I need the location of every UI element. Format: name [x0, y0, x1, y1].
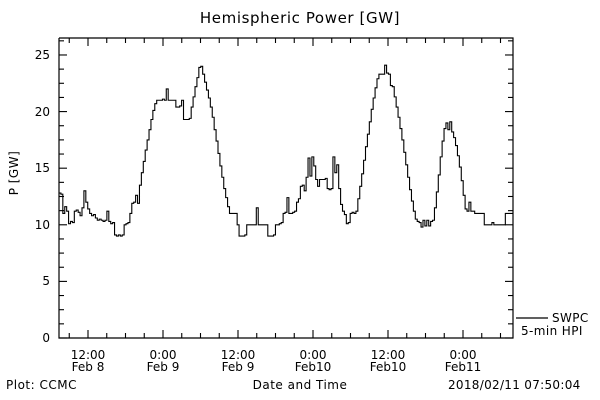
y-tick-label: 15	[34, 161, 50, 176]
y-tick-label: 5	[42, 274, 50, 289]
x-tick-label: 0:00 Feb11	[418, 349, 508, 373]
axes-frame	[58, 37, 514, 339]
x-tick-date: Feb10	[294, 360, 332, 374]
x-tick-label: 12:00 Feb10	[343, 349, 433, 373]
plot-border	[58, 37, 514, 339]
x-tick-label: 12:00 Feb 8	[43, 349, 133, 373]
y-tick-label: 10	[34, 217, 50, 232]
series-line-swpc	[59, 64, 513, 237]
x-tick-date: Feb 8	[71, 360, 105, 374]
x-tick-time: 0:00	[299, 348, 327, 362]
x-tick-time: 12:00	[70, 348, 106, 362]
x-tick-time: 12:00	[370, 348, 406, 362]
x-tick-time: 0:00	[149, 348, 177, 362]
x-tick-date: Feb 9	[221, 360, 255, 374]
x-tick-date: Feb10	[369, 360, 407, 374]
x-axis-label: Date and Time	[252, 378, 348, 392]
x-tick-label: 12:00 Feb 9	[193, 349, 283, 373]
generation-timestamp: 2018/02/11 07:50:04	[448, 378, 581, 392]
y-tick-label: 25	[34, 47, 50, 62]
chart-title: Hemispheric Power [GW]	[199, 9, 401, 27]
x-tick-time: 0:00	[449, 348, 477, 362]
x-tick-time: 12:00	[220, 348, 256, 362]
x-tick-label: 0:00 Feb10	[268, 349, 358, 373]
data-series-group	[59, 64, 513, 237]
x-tick-label: 0:00 Feb 9	[118, 349, 208, 373]
legend-series-name: SWPC	[552, 311, 589, 325]
x-tick-date: Feb 9	[146, 360, 180, 374]
plot-credit-label: Plot: CCMC	[6, 378, 77, 392]
x-tick-date: Feb11	[444, 360, 482, 374]
legend-series-detail: 5-min HPI	[521, 324, 583, 338]
y-tick-label: 20	[34, 104, 50, 119]
y-tick-label: 0	[42, 331, 50, 345]
x-axis-ticks	[68, 38, 502, 338]
y-axis-ticks	[59, 40, 513, 339]
